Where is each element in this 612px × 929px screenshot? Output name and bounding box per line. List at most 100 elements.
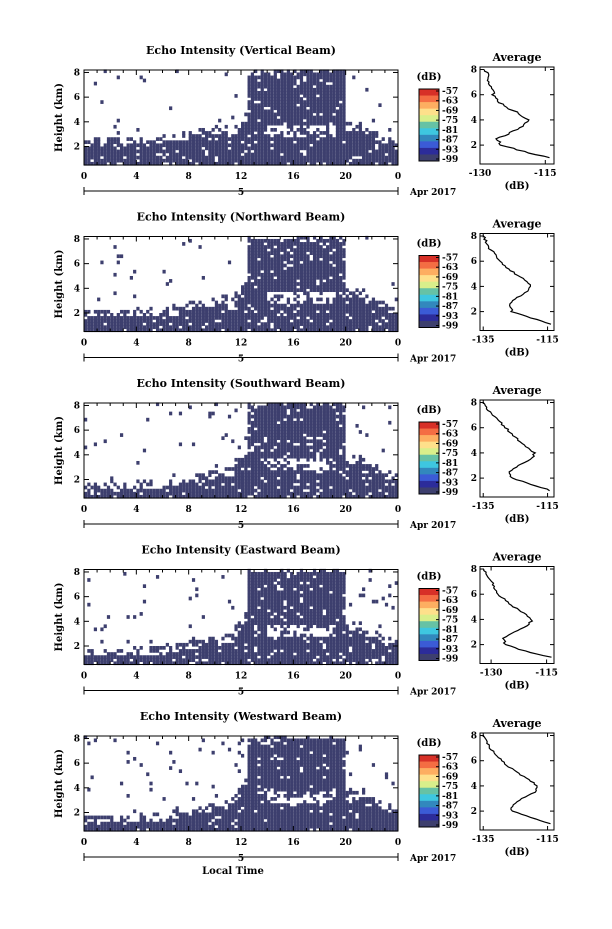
echo-cell xyxy=(126,161,130,166)
echo-cell xyxy=(339,316,343,320)
echo-cell xyxy=(263,599,268,604)
echo-cell xyxy=(93,152,98,157)
echo-cell xyxy=(195,158,199,163)
echo-cell xyxy=(303,436,307,441)
echo-cell xyxy=(155,328,160,333)
echo-cell xyxy=(208,325,212,330)
echo-cell xyxy=(329,430,333,434)
echo-cell xyxy=(198,158,202,163)
echo-cell xyxy=(329,103,333,108)
echo-cell xyxy=(247,266,251,271)
echo-cell xyxy=(290,649,294,653)
echo-cell xyxy=(214,306,219,311)
echo-cell xyxy=(342,291,346,296)
echo-cell xyxy=(270,272,274,277)
echo-cell xyxy=(263,476,268,481)
echo-cell xyxy=(332,442,336,447)
echo-cell xyxy=(208,131,212,135)
echo-cell xyxy=(362,288,366,293)
echo-cell xyxy=(247,84,251,89)
echo-cell xyxy=(93,494,98,499)
echo-cell xyxy=(224,149,228,154)
echo-cell xyxy=(273,417,277,422)
echo-cell xyxy=(276,652,281,656)
echo-cell xyxy=(365,312,369,317)
echo-cell xyxy=(260,248,264,252)
echo-cell xyxy=(214,312,219,317)
echo-cell xyxy=(299,69,304,74)
echo-cell xyxy=(283,605,287,610)
echo-cell xyxy=(339,87,343,92)
echo-cell xyxy=(257,602,261,607)
echo-cell xyxy=(329,303,333,308)
echo-cell xyxy=(309,152,313,157)
echo-cell xyxy=(283,491,287,496)
echo-cell xyxy=(224,658,228,663)
echo-cell xyxy=(185,328,189,333)
echo-cell xyxy=(283,494,287,499)
echo-cell xyxy=(296,94,300,98)
echo-cell xyxy=(244,615,248,619)
echo-cell xyxy=(280,248,284,252)
colorbar-frame xyxy=(418,88,440,162)
echo-cell xyxy=(201,152,205,157)
echo-cell xyxy=(169,149,173,154)
echo-cell xyxy=(303,272,307,277)
echo-cell xyxy=(342,84,346,89)
echo-cell xyxy=(286,84,290,89)
echo-cell xyxy=(342,90,346,95)
echo-cell xyxy=(312,473,317,478)
echo-cell xyxy=(368,494,372,499)
echo-cell xyxy=(335,269,340,274)
echo-cell xyxy=(250,649,255,653)
echo-cell xyxy=(270,423,274,428)
echo-cell xyxy=(339,312,343,317)
avg-y-tick-label: 8 xyxy=(471,232,477,242)
echo-cell xyxy=(306,75,310,80)
echo-cell xyxy=(208,309,212,314)
echo-cell xyxy=(290,587,294,592)
echo-cell xyxy=(133,661,137,666)
echo-cell xyxy=(381,491,385,496)
echo-cell xyxy=(322,470,326,474)
echo-cell xyxy=(257,457,261,462)
echo-cell xyxy=(335,251,340,256)
echo-cell xyxy=(172,473,176,478)
echo-cell xyxy=(270,251,274,256)
echo-cell xyxy=(260,612,264,616)
echo-cell xyxy=(273,479,277,484)
echo-cell xyxy=(129,161,133,166)
echo-cell xyxy=(234,158,238,163)
echo-cell xyxy=(388,322,392,326)
echo-cell xyxy=(312,470,317,474)
echo-cell xyxy=(335,248,340,252)
echo-cell xyxy=(254,621,258,626)
echo-cell xyxy=(136,143,140,148)
echo-cell xyxy=(260,285,264,289)
echo-cell xyxy=(159,491,163,496)
echo-cell xyxy=(241,134,245,138)
echo-cell xyxy=(188,316,192,320)
colorbar-swatch xyxy=(419,467,439,475)
echo-cell xyxy=(280,568,284,573)
echo-cell xyxy=(254,263,258,268)
echo-cell xyxy=(335,322,340,326)
echo-cell xyxy=(352,482,356,487)
echo-cell xyxy=(299,143,304,148)
echo-cell xyxy=(263,134,268,138)
echo-cell xyxy=(263,596,268,601)
echo-cell xyxy=(195,593,199,598)
echo-cell xyxy=(142,658,147,663)
echo-cell xyxy=(312,405,317,410)
echo-cell xyxy=(224,161,228,166)
echo-cell xyxy=(299,140,304,145)
echo-cell xyxy=(296,238,300,243)
echo-cell xyxy=(234,485,238,490)
echo-cell xyxy=(169,482,173,487)
echo-cell xyxy=(319,482,323,487)
echo-cell xyxy=(260,282,264,286)
echo-cell xyxy=(247,131,251,135)
echo-cell xyxy=(267,72,271,77)
echo-cell xyxy=(191,325,196,330)
echo-cell xyxy=(296,454,300,459)
